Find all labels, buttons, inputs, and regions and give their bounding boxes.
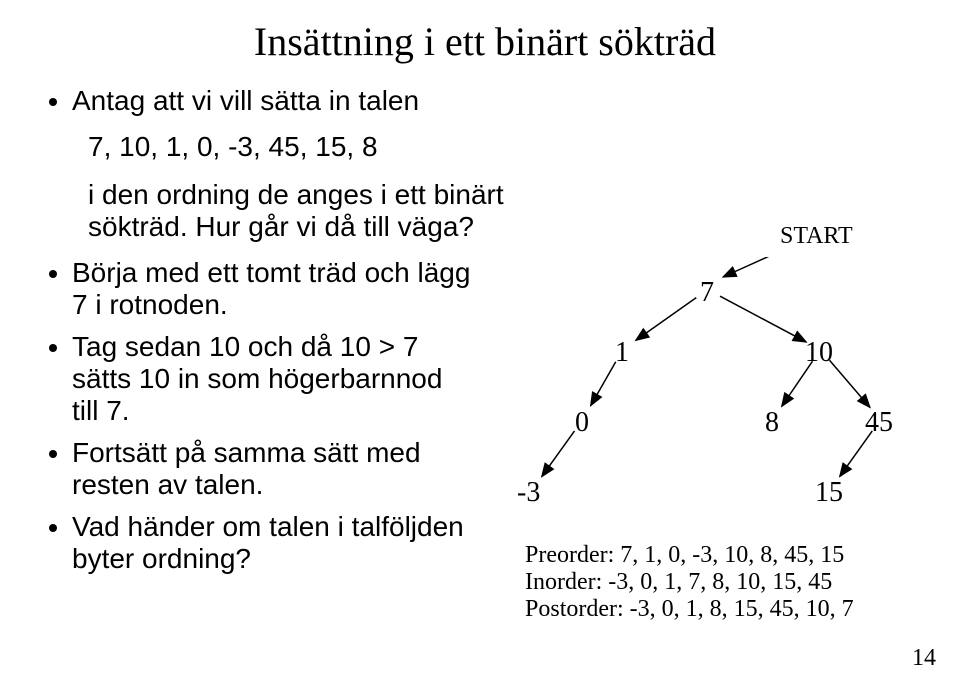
diagram-column: START71100845-315 Preorder: 7, 1, 0, -3,… bbox=[485, 257, 920, 585]
tree-node-label: 15 bbox=[815, 477, 843, 509]
tree-node-label: 8 bbox=[765, 407, 779, 439]
tree-node-label: 45 bbox=[865, 407, 893, 439]
page-number: 14 bbox=[912, 645, 936, 672]
tree-diagram: START71100845-315 bbox=[485, 257, 920, 557]
bullet-list-column: Börja med ett tomt träd och lägg 7 i rot… bbox=[50, 257, 485, 585]
inorder-line: Inorder: -3, 0, 1, 7, 8, 10, 15, 45 bbox=[525, 569, 854, 596]
intro-line-2: sökträd. Hur går vi då till väga? bbox=[88, 211, 474, 242]
bullet-item: Fortsätt på samma sätt med resten av tal… bbox=[72, 437, 475, 501]
columns: Börja med ett tomt träd och lägg 7 i rot… bbox=[50, 257, 920, 585]
tree-node-label: 10 bbox=[805, 337, 833, 369]
intro-line-1: i den ordning de anges i ett binärt bbox=[88, 179, 504, 210]
page-title: Insättning i ett binärt sökträd bbox=[50, 18, 920, 65]
preorder-line: Preorder: 7, 1, 0, -3, 10, 8, 45, 15 bbox=[525, 542, 854, 569]
traversal-block: Preorder: 7, 1, 0, -3, 10, 8, 45, 15 Ino… bbox=[525, 542, 854, 623]
slide: Insättning i ett binärt sökträd Antag at… bbox=[0, 0, 960, 682]
bullet-item: Börja med ett tomt träd och lägg 7 i rot… bbox=[72, 257, 475, 321]
tree-node-label: 7 bbox=[700, 277, 714, 309]
intro-block: Antag att vi vill sätta in talen 7, 10, … bbox=[50, 85, 920, 243]
bullet-list: Börja med ett tomt träd och lägg 7 i rot… bbox=[50, 257, 475, 575]
tree-node-label: -3 bbox=[517, 477, 540, 509]
start-label: START bbox=[780, 223, 853, 250]
number-sequence: 7, 10, 1, 0, -3, 45, 15, 8 bbox=[88, 131, 920, 163]
bullet-item: Tag sedan 10 och då 10 > 7 sätts 10 in s… bbox=[72, 331, 475, 427]
bullet-item: Vad händer om talen i talföljden byter o… bbox=[72, 511, 475, 575]
intro-bullet: Antag att vi vill sätta in talen bbox=[72, 85, 920, 117]
tree-node-label: 0 bbox=[575, 407, 589, 439]
tree-node-label: 1 bbox=[615, 337, 629, 369]
postorder-line: Postorder: -3, 0, 1, 8, 15, 45, 10, 7 bbox=[525, 596, 854, 623]
